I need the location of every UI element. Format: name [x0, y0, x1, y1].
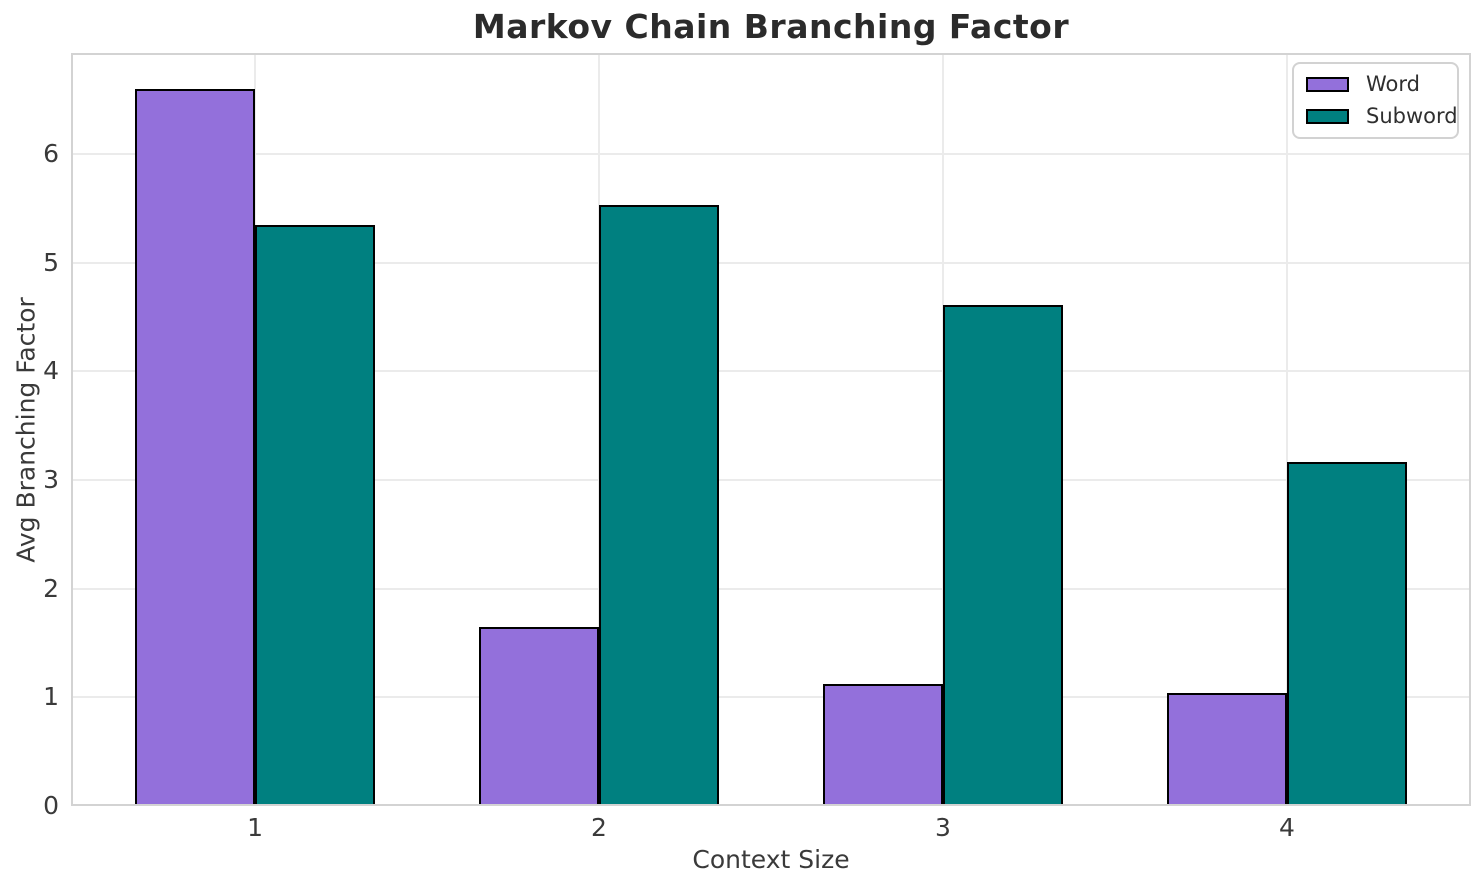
bar-word-2 [478, 626, 599, 806]
bar-word-1 [134, 88, 256, 806]
bar-subword-1 [255, 224, 376, 806]
gridline-horizontal [71, 696, 1471, 699]
gridline-horizontal [71, 587, 1471, 590]
x-axis-tick-label: 3 [935, 813, 951, 842]
bar-subword-4 [1286, 461, 1408, 806]
y-axis-tick-label: 1 [43, 682, 59, 712]
chart-title: Markov Chain Branching Factor [472, 7, 1070, 46]
legend-label: Subword [1366, 104, 1458, 129]
x-axis-tick-label: 1 [247, 813, 263, 842]
legend-swatch-word [1306, 77, 1349, 93]
y-axis-label: Avg Branching Factor [11, 297, 41, 563]
y-axis-tick-label: 4 [43, 356, 59, 386]
spine-top [71, 53, 1471, 55]
gridline-horizontal [71, 479, 1471, 482]
legend-item: Subword [1306, 104, 1458, 128]
gridline-horizontal [71, 153, 1471, 156]
bar-subword-2 [599, 205, 720, 806]
x-axis-tick-label: 2 [591, 813, 607, 842]
plot-area [71, 53, 1471, 806]
gridline-horizontal [71, 261, 1471, 264]
y-axis-tick-label: 2 [43, 573, 59, 603]
legend-swatch-subword [1306, 109, 1349, 125]
legend-item: Word [1306, 72, 1445, 96]
spine-left [71, 53, 73, 806]
spine-right [1469, 53, 1471, 806]
y-axis-tick-label: 0 [43, 791, 59, 820]
x-axis-tick-label: 4 [1279, 813, 1295, 842]
bar-subword-3 [942, 305, 1064, 806]
legend: Word Subword [1292, 62, 1459, 140]
bar-word-4 [1166, 693, 1287, 806]
gridline-horizontal [71, 370, 1471, 373]
x-axis-label: Context Size [692, 845, 850, 874]
bar-word-3 [822, 684, 943, 806]
legend-label: Word [1366, 72, 1420, 96]
y-axis-tick-label: 5 [43, 247, 59, 277]
spine-bottom [71, 804, 1471, 806]
gridline-vertical [1285, 53, 1288, 806]
y-axis-tick-label: 3 [43, 465, 59, 495]
y-axis-tick-label: 6 [43, 139, 59, 169]
